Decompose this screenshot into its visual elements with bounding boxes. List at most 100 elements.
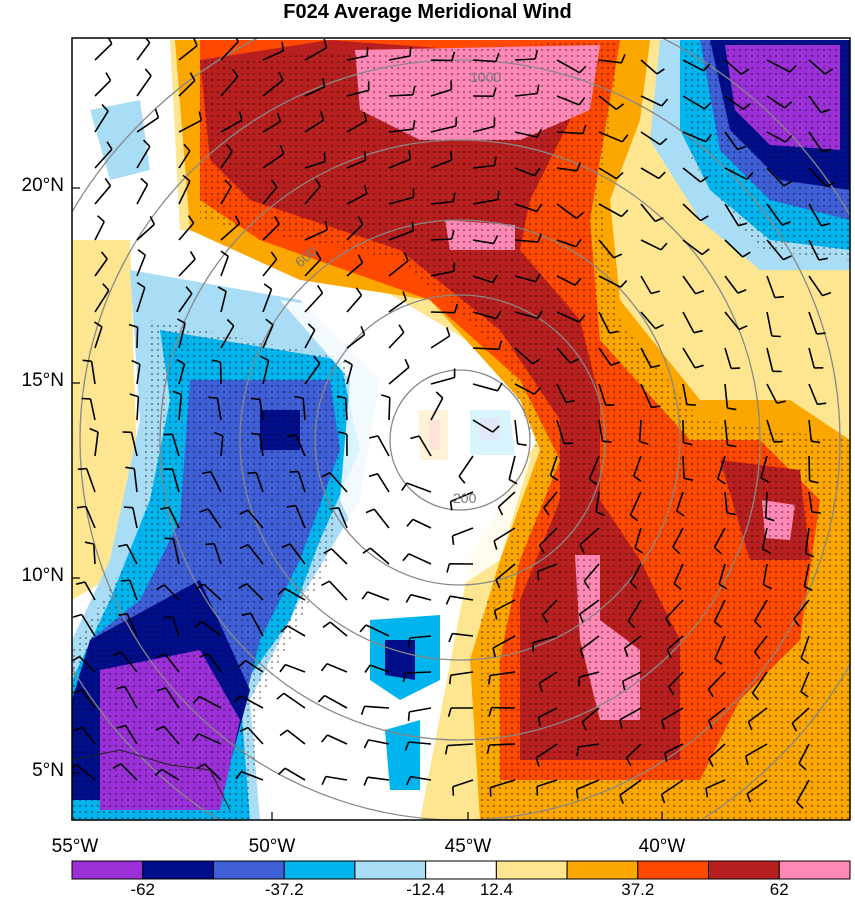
wind-barb-flag [492, 87, 497, 97]
wind-barb [514, 203, 538, 213]
wind-barb [640, 275, 652, 294]
wind-barb [84, 581, 96, 601]
wind-barb [132, 507, 138, 529]
wind-barb-flag [656, 68, 665, 75]
wind-barb [94, 326, 103, 349]
wind-barb-flag [214, 431, 224, 437]
wind-barb-flag [359, 624, 367, 633]
wind-barb-flag [189, 250, 196, 260]
wind-barb-flag [89, 427, 99, 433]
wind-barb [556, 95, 580, 106]
wind-barb-flag [446, 327, 451, 337]
wind-barb [326, 662, 348, 673]
wind-barb [94, 221, 105, 241]
wind-barb [136, 254, 147, 277]
wind-barb [673, 563, 684, 584]
wind-barb-flag [705, 134, 712, 143]
wind-barb-flag [654, 216, 664, 223]
wind-barb-flag [366, 47, 369, 57]
wind-barb [207, 508, 222, 529]
wind-barb [430, 59, 452, 62]
wind-barb [247, 509, 264, 529]
wind-barb [765, 491, 768, 519]
wind-barb-flag [498, 340, 503, 350]
wind-barb-flag [337, 431, 348, 435]
wind-barb [409, 635, 432, 639]
colorbar-tick-label: 37.2 [621, 880, 655, 899]
wind-barb [494, 599, 516, 612]
wind-barb [472, 125, 495, 133]
wind-barb-flag [497, 506, 504, 516]
wind-barb-flag [818, 257, 828, 261]
wind-barb [85, 506, 96, 529]
wind-barb-flag [579, 544, 585, 554]
wind-barb-flag [125, 466, 135, 470]
wind-barb [388, 128, 414, 133]
wind-barb-flag [582, 124, 587, 134]
wind-barb-flag [447, 707, 452, 717]
wind-barb [581, 707, 600, 723]
wind-barb [94, 431, 99, 457]
wind-barb [178, 323, 186, 349]
wind-barb-flag [784, 101, 793, 109]
wind-barb [598, 95, 617, 111]
wind-barb-flag [784, 134, 793, 143]
wind-barb-flag [136, 282, 146, 289]
wind-barb-flag [155, 725, 165, 731]
wind-barb-flag [194, 621, 203, 628]
wind-barb-flag [129, 393, 139, 398]
wind-barb [449, 595, 474, 601]
wind-barb-flag [142, 139, 151, 148]
wind-barb-flag [583, 580, 590, 590]
wind-barb-flag [402, 672, 407, 682]
wind-barb-flag [536, 571, 540, 581]
wind-barb [808, 275, 824, 297]
wind-barb [598, 131, 623, 143]
wind-barb [346, 120, 367, 133]
wind-barb-flag [412, 85, 416, 95]
colorbar-swatch [637, 860, 710, 880]
wind-barb [472, 383, 498, 392]
wind-barb [578, 743, 600, 748]
wind-barb-flag [589, 478, 598, 486]
wind-barb-flag [220, 250, 229, 257]
wind-barb [346, 192, 368, 205]
wind-barb-flag [676, 510, 685, 517]
wind-barb-flag [493, 610, 498, 620]
wind-barb [804, 527, 810, 554]
wind-barb-flag [491, 274, 499, 283]
wind-barb-flag [408, 150, 411, 160]
wind-barb-flag [118, 613, 128, 616]
wind-barb [627, 599, 642, 622]
wind-barb-flag [493, 156, 497, 166]
wind-barb [388, 397, 391, 421]
wind-barb-flag [822, 291, 832, 297]
wind-barb [629, 563, 642, 583]
wind-barb-flag [279, 145, 285, 155]
wind-barb-flag [107, 38, 113, 45]
wind-barb-flag [453, 262, 456, 272]
wind-barb-flag [495, 52, 500, 62]
coastline [72, 749, 231, 811]
wind-barb-flag [811, 511, 821, 514]
wind-barb [94, 258, 108, 277]
wind-barb-flag [160, 506, 170, 510]
wind-barb-flag [183, 143, 191, 152]
wind-barb-flag [140, 177, 149, 186]
wind-barb-flag [404, 358, 410, 368]
wind-barb-flag [403, 252, 409, 262]
wind-barb-flag [448, 675, 452, 685]
wind-barb [220, 291, 227, 313]
wind-barb [430, 397, 444, 421]
wind-barb [204, 763, 222, 781]
wind-barb-flag [199, 508, 209, 513]
wind-barb [262, 360, 270, 385]
wind-barb-flag [492, 647, 496, 657]
wind-barb [304, 292, 324, 313]
wind-barb [556, 383, 567, 403]
wind-barb [668, 671, 684, 688]
wind-barb [76, 764, 96, 781]
wind-barb-flag [307, 323, 316, 331]
wind-barb [120, 651, 138, 673]
wind-field-plot [72, 38, 850, 820]
